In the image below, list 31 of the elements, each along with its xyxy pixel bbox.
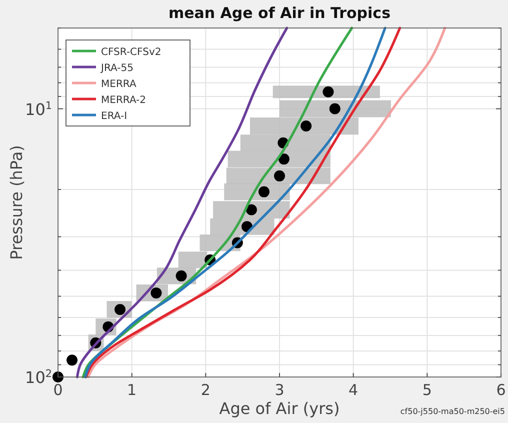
point: [258, 186, 270, 198]
x-tick-label: 4: [348, 381, 358, 399]
point: [176, 270, 187, 282]
point: [274, 170, 285, 182]
point: [52, 372, 64, 382]
y-tick-label: 10$^{2}$: [25, 368, 52, 387]
x-tick-label: 6: [496, 381, 506, 399]
point: [114, 304, 126, 315]
y-tick-label: 10$^{1}$: [25, 100, 52, 119]
point: [278, 154, 290, 165]
point: [322, 86, 334, 98]
point: [300, 120, 312, 132]
point: [66, 354, 78, 366]
legend-label: ERA-I: [101, 111, 128, 122]
x-tick-label: 1: [127, 381, 137, 399]
x-tick-label: 0: [53, 381, 63, 399]
x-tick-label: 3: [274, 381, 284, 399]
legend-label: MERRA-2: [101, 95, 146, 106]
x-tick-label: 5: [422, 381, 432, 399]
chart-title: mean Age of Air in Tropics: [168, 4, 391, 22]
legend-label: MERRA: [101, 79, 136, 90]
point: [150, 287, 162, 298]
legend-label: JRA-55: [100, 63, 134, 74]
point: [246, 204, 257, 216]
legend-label: CFSR-CFSv2: [101, 47, 162, 58]
x-axis-title: Age of Air (yrs): [219, 399, 340, 418]
line-series: [76, 26, 288, 378]
point: [329, 103, 340, 114]
x-tick-label: 2: [200, 381, 210, 399]
text: cf50-j550-ma50-m250-ei5: [400, 407, 505, 416]
y-axis-title: Pressure (hPa): [7, 145, 26, 260]
